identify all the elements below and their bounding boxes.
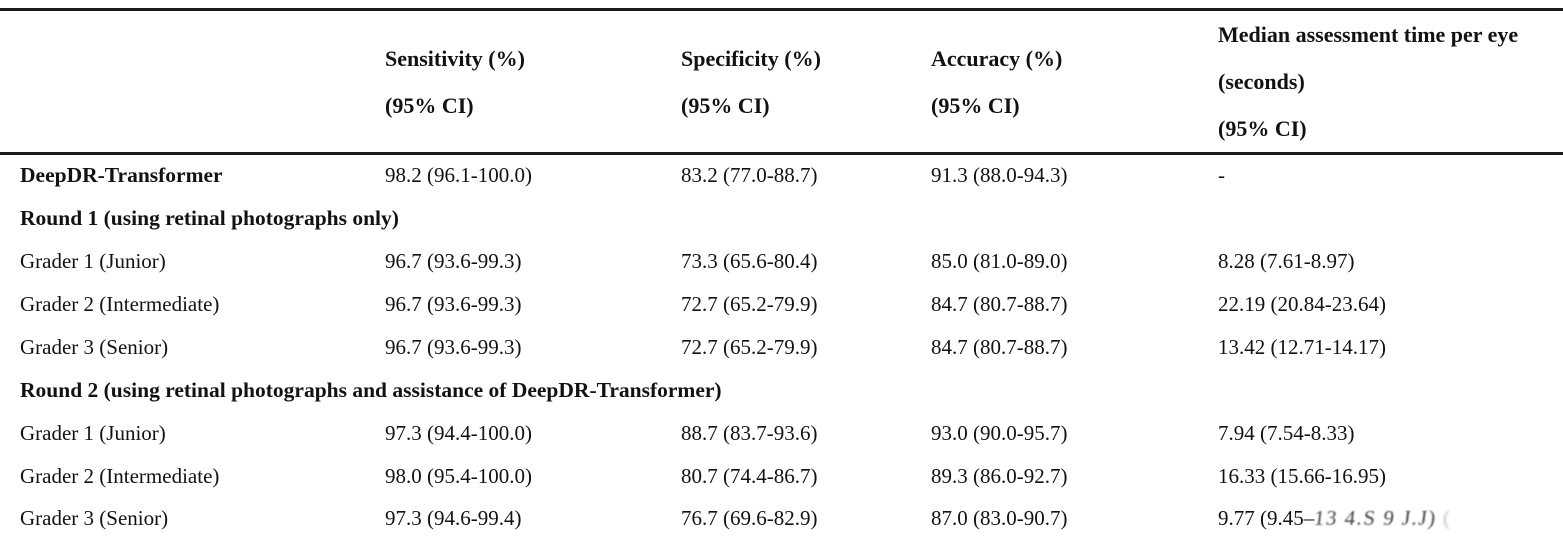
row-label: Grader 2 (Intermediate): [20, 463, 220, 488]
section-label: Round 2 (using retinal photographs and a…: [20, 377, 722, 402]
cell-specificity: 73.3 (65.6-80.4): [681, 248, 818, 273]
section-row-round2: Round 2 (using retinal photographs and a…: [0, 369, 1563, 412]
table-row-deepdr: DeepDR-Transformer 98.2 (96.1-100.0) 83.…: [0, 154, 1563, 197]
cell-accuracy: 84.7 (80.7-88.7): [931, 291, 1068, 316]
row-label: DeepDR-Transformer: [20, 163, 223, 188]
cell-specificity: 88.7 (83.7-93.6): [681, 420, 818, 445]
col-header-sensitivity-title: Sensitivity (%): [385, 45, 525, 71]
section-row-round1: Round 1 (using retinal photographs only): [0, 197, 1563, 240]
row-label: Grader 1 (Junior): [20, 248, 166, 273]
smudged-print-artifact: 13 4.S 9 J.J): [1312, 505, 1439, 530]
cell-time: 7.94 (7.54-8.33): [1218, 420, 1355, 445]
cell-accuracy: 84.7 (80.7-88.7): [931, 334, 1068, 359]
cell-sensitivity: 96.7 (93.6-99.3): [385, 334, 522, 359]
cell-specificity: 72.7 (65.2-79.9): [681, 291, 818, 316]
table-row-r1-grader1: Grader 1 (Junior) 96.7 (93.6-99.3) 73.3 …: [0, 240, 1563, 283]
col-header-median-time-title: Median assessment time per eye (seconds): [1218, 22, 1519, 94]
col-header-specificity-title: Specificity (%): [681, 45, 821, 71]
header-row: Sensitivity (%) (95% CI) Specificity (%)…: [0, 9, 1563, 155]
table-row-r2-grader3: Grader 3 (Senior) 97.3 (94.6-99.4) 76.7 …: [0, 498, 1563, 537]
cell-accuracy: 93.0 (90.0-95.7): [931, 420, 1068, 445]
row-label: Grader 2 (Intermediate): [20, 291, 220, 316]
results-table: Sensitivity (%) (95% CI) Specificity (%)…: [0, 8, 1563, 537]
cell-time: 13.42 (12.71-14.17): [1218, 334, 1386, 359]
table-row-r2-grader1: Grader 1 (Junior) 97.3 (94.4-100.0) 88.7…: [0, 412, 1563, 455]
table-row-r2-grader2: Grader 2 (Intermediate) 98.0 (95.4-100.0…: [0, 455, 1563, 498]
faint-print-artifact: (: [1443, 505, 1451, 530]
cell-sensitivity: 96.7 (93.6-99.3): [385, 291, 522, 316]
row-label: Grader 3 (Senior): [20, 334, 169, 359]
cell-specificity: 72.7 (65.2-79.9): [681, 334, 818, 359]
cell-accuracy: 91.3 (88.0-94.3): [931, 163, 1068, 188]
col-header-accuracy: Accuracy (%) (95% CI): [914, 9, 1201, 155]
col-header-accuracy-title: Accuracy (%): [931, 45, 1063, 71]
col-header-accuracy-ci: (95% CI): [931, 92, 1020, 118]
cell-sensitivity: 97.3 (94.4-100.0): [385, 420, 532, 445]
cell-accuracy: 89.3 (86.0-92.7): [931, 463, 1068, 488]
cell-specificity: 83.2 (77.0-88.7): [681, 163, 818, 188]
cell-specificity: 80.7 (74.4-86.7): [681, 463, 818, 488]
col-header-sensitivity: Sensitivity (%) (95% CI): [368, 9, 664, 155]
col-header-sensitivity-ci: (95% CI): [385, 92, 474, 118]
col-header-specificity: Specificity (%) (95% CI): [664, 9, 914, 155]
col-header-empty: [0, 9, 368, 155]
col-header-median-time-ci: (95% CI): [1218, 116, 1307, 141]
cell-sensitivity: 98.2 (96.1-100.0): [385, 163, 532, 188]
row-label: Grader 1 (Junior): [20, 420, 166, 445]
col-header-specificity-ci: (95% CI): [681, 92, 770, 118]
table-row-r1-grader2: Grader 2 (Intermediate) 96.7 (93.6-99.3)…: [0, 283, 1563, 326]
cell-specificity: 76.7 (69.6-82.9): [681, 505, 818, 530]
cell-time: 16.33 (15.66-16.95): [1218, 463, 1386, 488]
row-label: Grader 3 (Senior): [20, 505, 169, 530]
cell-accuracy: 85.0 (81.0-89.0): [931, 248, 1068, 273]
col-header-median-time: Median assessment time per eye (seconds)…: [1201, 9, 1563, 155]
cell-time-smudged: 9.77 (9.45–13 4.S 9 J.J)(: [1201, 498, 1563, 537]
cell-time: 8.28 (7.61-8.97): [1218, 248, 1355, 273]
cell-time: -: [1218, 163, 1225, 188]
cell-accuracy: 87.0 (83.0-90.7): [931, 505, 1068, 530]
cell-sensitivity: 97.3 (94.6-99.4): [385, 505, 522, 530]
time-value-prefix: 9.77 (9.45–: [1218, 505, 1315, 530]
cell-sensitivity: 96.7 (93.6-99.3): [385, 248, 522, 273]
table-row-r1-grader3: Grader 3 (Senior) 96.7 (93.6-99.3) 72.7 …: [0, 326, 1563, 369]
cell-time: 22.19 (20.84-23.64): [1218, 291, 1386, 316]
cell-sensitivity: 98.0 (95.4-100.0): [385, 463, 532, 488]
section-label: Round 1 (using retinal photographs only): [20, 205, 399, 230]
